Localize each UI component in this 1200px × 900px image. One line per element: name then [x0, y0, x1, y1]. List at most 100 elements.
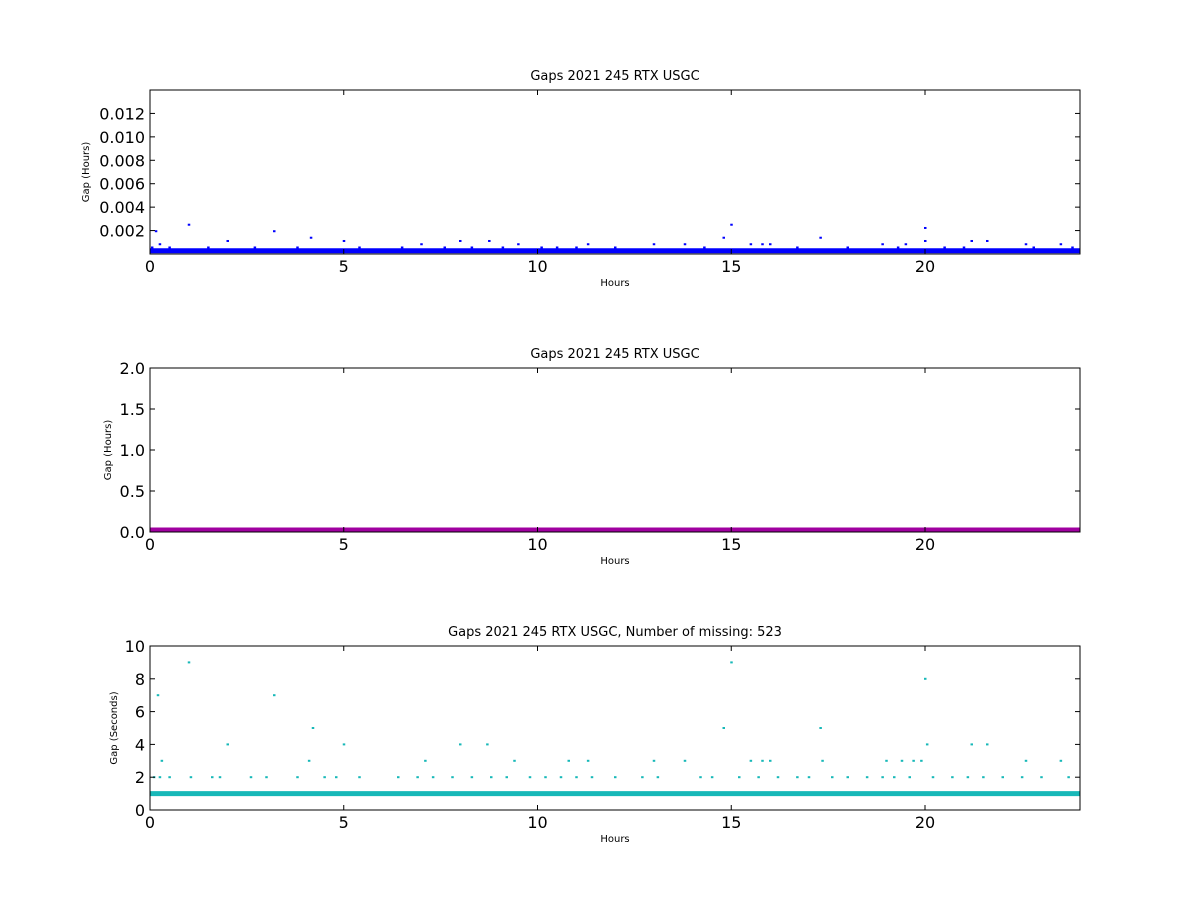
data-point	[904, 243, 908, 246]
data-point	[1001, 776, 1004, 779]
data-point	[296, 246, 299, 249]
data-point	[470, 776, 474, 779]
data-point	[986, 743, 989, 746]
top-gap-hours-panel: Gaps 2021 245 RTX USGC Hours Gap (Hours)…	[81, 69, 1081, 289]
data-point	[470, 246, 474, 249]
data-point	[358, 776, 361, 779]
data-point	[931, 776, 935, 779]
data-point	[749, 759, 753, 762]
data-point	[154, 230, 158, 233]
data-point	[924, 677, 927, 680]
data-point	[575, 776, 578, 779]
data-point	[187, 661, 191, 664]
data-point	[559, 776, 563, 779]
x-tick-label: 5	[339, 257, 349, 276]
data-point	[652, 243, 656, 246]
bottom-panel-title: Gaps 2021 245 RTX USGC, Number of missin…	[448, 625, 782, 640]
data-point	[451, 776, 454, 779]
data-point	[555, 246, 559, 249]
top-panel-ticks: 0 5 10 15 20 0.002 0.004 0.006 0.008 0.010 0.012	[99, 90, 1080, 276]
data-point	[459, 239, 462, 242]
data-point	[528, 776, 532, 779]
data-point	[187, 223, 191, 226]
y-tick-label: 1.5	[120, 400, 145, 419]
data-point	[912, 759, 915, 762]
x-tick-label: 10	[527, 813, 547, 832]
data-point	[296, 776, 299, 779]
data-point	[970, 239, 973, 242]
middle-gap-hours-panel: Gaps 2021 245 RTX USGC Hours Gap (Hours)…	[103, 347, 1081, 567]
data-point	[1067, 776, 1070, 779]
data-point	[776, 776, 780, 779]
data-point	[614, 246, 617, 249]
data-point	[249, 776, 253, 779]
data-point	[761, 759, 764, 762]
data-point	[513, 759, 516, 762]
data-point	[586, 759, 590, 762]
data-point	[168, 246, 171, 249]
data-point	[207, 246, 210, 249]
top-panel-y-axis-label: Gap (Hours)	[81, 142, 92, 203]
data-point	[885, 759, 888, 762]
data-point	[486, 743, 489, 746]
data-point	[168, 776, 171, 779]
y-tick-label: 0	[135, 801, 145, 820]
data-point	[490, 776, 493, 779]
bottom-panel-x-axis-label: Hours	[600, 834, 629, 845]
data-point	[273, 694, 276, 697]
data-point	[590, 776, 594, 779]
data-point	[307, 759, 311, 762]
data-point	[1059, 759, 1063, 762]
y-tick-label: 1.0	[120, 441, 145, 460]
bottom-panel-marks	[150, 661, 1080, 797]
data-point	[218, 776, 222, 779]
y-tick-label: 2.0	[120, 359, 145, 378]
data-point	[757, 776, 760, 779]
y-tick-label: 2	[135, 768, 145, 787]
data-point	[1024, 243, 1028, 246]
data-point	[652, 759, 656, 762]
data-point	[943, 246, 946, 249]
data-point	[488, 239, 491, 242]
bottom-panel-ticks: 0 5 10 15 20 0 2 4 6 8 10	[125, 637, 1080, 832]
x-tick-label: 20	[915, 535, 935, 554]
data-point	[1020, 776, 1024, 779]
data-point	[738, 776, 741, 779]
data-point	[1059, 243, 1063, 246]
x-tick-label: 15	[721, 813, 741, 832]
data-point	[924, 226, 927, 229]
data-point	[505, 776, 508, 779]
data-point	[831, 776, 834, 779]
data-point	[951, 776, 954, 779]
data-point	[614, 776, 617, 779]
data-point	[796, 776, 799, 779]
y-tick-label: 0.010	[99, 128, 145, 147]
data-point	[540, 246, 543, 249]
data-point	[265, 776, 268, 779]
data-point	[730, 661, 733, 664]
y-tick-label: 0.0	[120, 523, 145, 542]
y-tick-label: 0.008	[99, 151, 145, 170]
data-point	[819, 727, 822, 729]
data-point	[962, 246, 966, 249]
x-tick-label: 0	[145, 257, 155, 276]
y-tick-label: 0.006	[99, 175, 145, 194]
x-tick-label: 20	[915, 813, 935, 832]
data-point	[158, 776, 162, 779]
data-point	[226, 239, 229, 242]
y-tick-label: 8	[135, 670, 145, 689]
data-point	[323, 776, 326, 779]
data-point	[544, 776, 547, 779]
data-point	[400, 246, 404, 249]
data-point	[900, 759, 904, 762]
y-tick-label: 6	[135, 703, 145, 722]
data-point	[211, 776, 214, 779]
data-point	[761, 243, 764, 246]
data-point	[641, 776, 644, 779]
data-point	[1024, 759, 1028, 762]
data-point	[517, 243, 520, 246]
data-point	[749, 243, 753, 246]
y-tick-label: 0.012	[99, 104, 145, 123]
data-point	[586, 243, 590, 246]
